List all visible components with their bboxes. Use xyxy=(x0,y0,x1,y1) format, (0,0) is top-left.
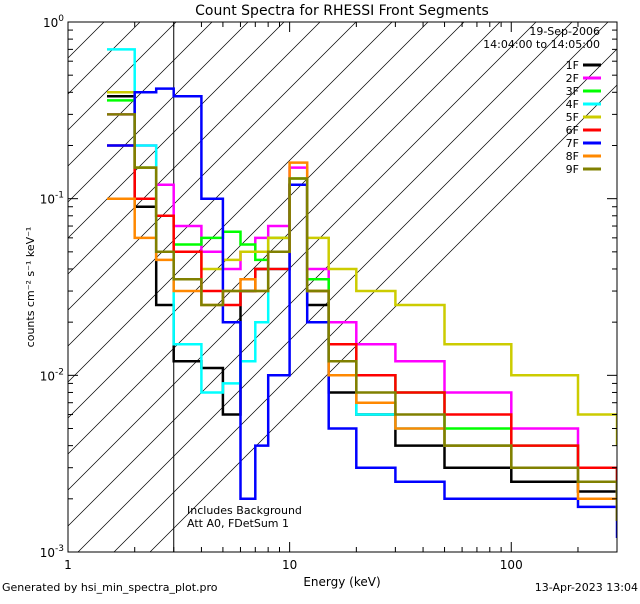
hatch-line xyxy=(68,22,429,383)
y-axis-label: counts cm⁻² s⁻¹ keV⁻¹ xyxy=(24,227,37,348)
x-tick-label: 1 xyxy=(64,558,72,572)
footer-timestamp: 13-Apr-2023 13:04 xyxy=(534,581,638,594)
series-6F xyxy=(107,144,617,499)
annotation-attenuator: Att A0, FDetSum 1 xyxy=(187,517,289,530)
x-axis-label: Energy (keV) xyxy=(303,575,380,589)
legend-label-3F: 3F xyxy=(566,85,579,98)
legend-label-2F: 2F xyxy=(566,72,579,85)
legend-label-5F: 5F xyxy=(566,111,579,124)
hatch-line xyxy=(68,22,501,455)
hatch-line xyxy=(149,84,617,552)
series-layer xyxy=(107,48,617,538)
y-tick-label: 100 xyxy=(43,14,64,30)
date-label: 19-Sep-2006 xyxy=(529,25,600,38)
legend-label-8F: 8F xyxy=(566,150,579,163)
legend-label-6F: 6F xyxy=(566,124,579,137)
hatch-line xyxy=(68,22,321,275)
series-4F xyxy=(107,48,617,521)
legend-label-9F: 9F xyxy=(566,163,579,176)
hatch-line xyxy=(68,22,537,491)
series-9F xyxy=(107,113,617,521)
y-tick-label: 10-1 xyxy=(40,191,64,207)
footer-generated-by: Generated by hsi_min_spectra_plot.pro xyxy=(2,581,218,594)
hatch-line xyxy=(113,48,617,552)
y-tick-label: 10-3 xyxy=(40,544,64,560)
hatch-line xyxy=(68,22,393,347)
hatch-line xyxy=(68,22,357,311)
x-tick-label: 100 xyxy=(500,558,523,572)
hatch-line xyxy=(68,22,249,203)
axis-ticks: 1 10 100 10-3 10-2 10-1 100 xyxy=(40,14,618,572)
hatch-line xyxy=(68,22,177,131)
chart-title: Count Spectra for RHESSI Front Segments xyxy=(195,3,489,19)
legend-label-1F: 1F xyxy=(566,59,579,72)
legend-label-4F: 4F xyxy=(566,98,579,111)
x-tick-label: 10 xyxy=(282,558,297,572)
series-7F xyxy=(107,87,617,538)
hatch-line xyxy=(68,22,213,167)
plot-frame xyxy=(67,21,618,553)
hatch-line xyxy=(68,22,285,239)
series-2F xyxy=(107,113,617,499)
hatch-line xyxy=(68,22,465,419)
y-tick-label: 10-2 xyxy=(40,367,64,383)
time-range-label: 14:04:00 to 14:05:00 xyxy=(483,38,600,51)
legend-label-7F: 7F xyxy=(566,137,579,150)
excluded-region-hatch xyxy=(68,22,617,552)
hatch-line xyxy=(77,22,609,552)
hatch-line xyxy=(68,22,105,59)
annotation-background: Includes Background xyxy=(187,504,302,517)
